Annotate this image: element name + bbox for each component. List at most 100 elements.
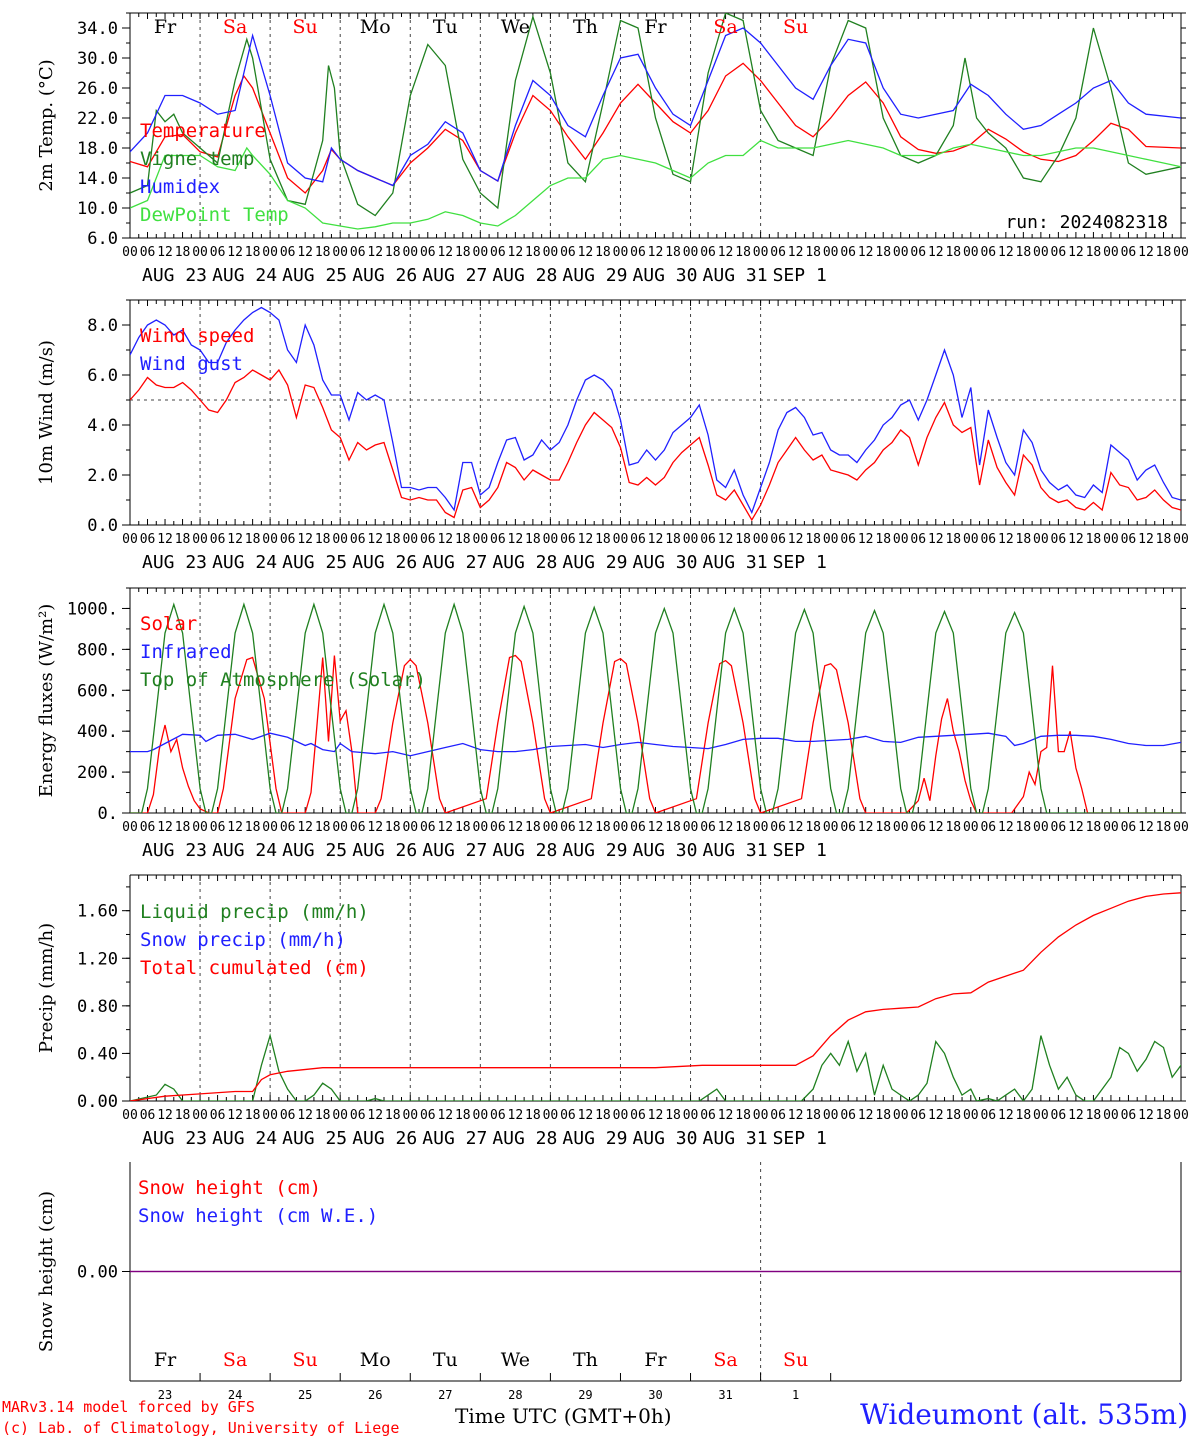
energy-date-label: SEP 1 [773,840,827,861]
temperature-hour-label: 06 [630,245,646,260]
precip-y-label: 1.20 [77,949,118,969]
precip-y-label: 0.40 [77,1044,118,1064]
precip-date-label: AUG 23 [142,1128,207,1149]
precip-hour-label: 00 [823,1108,839,1123]
temperature-y-label: 26.0 [77,79,118,99]
precip-legend-item: Snow precip (mm/h) [140,929,346,951]
precip-hour-label: 12 [648,1108,664,1123]
wind-hour-label: 18 [875,532,891,547]
temperature-hour-label: 00 [402,245,418,260]
temperature-hour-label: 06 [490,245,506,260]
temperature-y-label: 34.0 [77,19,118,39]
temperature-legend-item: DewPoint Temp [140,204,289,226]
temperature-series-vigne-temp [130,13,1181,217]
temperature-legend-item: Vigne temp [140,148,254,170]
energy-hour-label: 00 [963,820,979,835]
energy-date-label: AUG 31 [703,840,768,861]
wind-date-label: AUG 27 [422,552,487,573]
wind-hour-label: 18 [945,532,961,547]
bottom-day-name: Fr [154,1349,177,1371]
energy-date-label: AUG 24 [212,840,277,861]
energy-hour-label: 06 [1121,820,1137,835]
energy-hour-label: 18 [595,820,611,835]
energy-hour-label: 12 [227,820,243,835]
precip-y-label: 0.00 [77,1092,118,1112]
credit-line-1: MARv3.14 model forced by GFS [2,1398,255,1416]
wind-y-title: 10m Wind (m/s) [36,340,57,485]
energy-hour-label: 12 [437,820,453,835]
temperature-hour-label: 12 [508,245,524,260]
energy-hour-label: 12 [157,820,173,835]
temp-day-name: Th [573,16,598,38]
wind-date-label: AUG 26 [352,552,417,573]
energy-hour-label: 06 [770,820,786,835]
energy-date-label: AUG 23 [142,840,207,861]
wind-date-label: AUG 30 [632,552,697,573]
energy-hour-label: 00 [332,820,348,835]
temperature-hour-label: 18 [875,245,891,260]
wind-hour-label: 00 [1033,532,1049,547]
temperature-hour-label: 12 [928,245,944,260]
wind-hour-label: 18 [315,532,331,547]
temp-day-name: Su [293,16,318,38]
bottom-day-name: Su [783,1349,808,1371]
precip-series-total-cumulated-cm- [130,892,1181,1101]
energy-hour-label: 18 [945,820,961,835]
energy-hour-label: 00 [823,820,839,835]
precip-hour-label: 00 [613,1108,629,1123]
energy-hour-label: 00 [473,820,489,835]
precip-hour-label: 12 [858,1108,874,1123]
energy-hour-label: 00 [262,820,278,835]
temperature-date-label: AUG 26 [352,265,417,286]
temperature-date-label: AUG 31 [703,265,768,286]
snow-legend-item: Snow height (cm) [138,1177,321,1199]
temperature-hour-label: 06 [280,245,296,260]
precip-date-label: AUG 29 [562,1128,627,1149]
energy-hour-label: 06 [420,820,436,835]
energy-hour-label: 06 [630,820,646,835]
energy-series-solar [130,654,1181,813]
wind-hour-label: 18 [735,532,751,547]
temperature-hour-label: 00 [122,245,138,260]
wind-hour-label: 06 [700,532,716,547]
energy-hour-label: 00 [543,820,559,835]
snow-y-label: 0.00 [77,1263,118,1283]
energy-hour-label: 12 [367,820,383,835]
energy-hour-label: 00 [122,820,138,835]
precip-hour-label: 06 [210,1108,226,1123]
temperature-date-label: AUG 30 [632,265,697,286]
wind-hour-label: 18 [455,532,471,547]
temperature-hour-label: 06 [700,245,716,260]
wind-y-label: 4.0 [87,416,118,436]
temperature-hour-label: 18 [805,245,821,260]
temperature-hour-label: 00 [262,245,278,260]
temperature-hour-label: 12 [578,245,594,260]
energy-legend-item: Infrared [140,641,232,663]
wind-hour-label: 12 [788,532,804,547]
temperature-hour-label: 00 [473,245,489,260]
temperature-hour-label: 18 [455,245,471,260]
temperature-hour-label: 00 [1173,245,1189,260]
temperature-hour-label: 12 [718,245,734,260]
temp-day-name: Sa [223,16,247,38]
wind-date-label: AUG 25 [282,552,347,573]
temperature-hour-label: 00 [753,245,769,260]
wind-hour-label: 12 [998,532,1014,547]
wind-hour-label: 00 [473,532,489,547]
bottom-day-number: 29 [578,1388,592,1402]
temperature-hour-label: 00 [823,245,839,260]
precip-hour-label: 18 [1156,1108,1172,1123]
wind-hour-label: 06 [630,532,646,547]
temperature-y-label: 22.0 [77,109,118,129]
temperature-hour-label: 06 [1121,245,1137,260]
bottom-day-name: Sa [223,1349,247,1371]
wind-y-label: 0.0 [87,516,118,536]
precip-date-label: AUG 31 [703,1128,768,1149]
precip-hour-label: 00 [262,1108,278,1123]
precip-date-label: AUG 24 [212,1128,277,1149]
wind-legend-item: Wind gust [140,353,243,375]
precip-hour-label: 18 [385,1108,401,1123]
precip-hour-label: 06 [1121,1108,1137,1123]
bottom-day-number: 30 [648,1388,662,1402]
precip-hour-label: 18 [315,1108,331,1123]
